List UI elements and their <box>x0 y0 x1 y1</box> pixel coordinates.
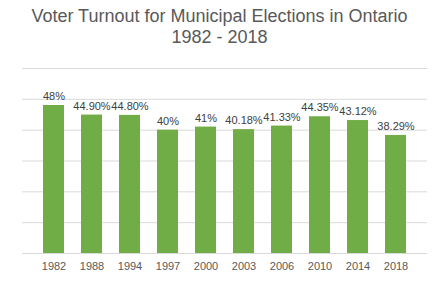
svg-text:44.90%: 44.90% <box>73 100 111 112</box>
html-text:Voter Turnout for Municipal El: Voter Turnout for Municipal Elections in… <box>31 6 408 47</box>
svg-text:41%: 41% <box>195 112 217 124</box>
svg-text:40.18%: 40.18% <box>225 114 263 126</box>
svg-text:44.80%: 44.80% <box>111 100 149 112</box>
svg-text:2010: 2010 <box>308 260 332 272</box>
svg-text:43.12%: 43.12% <box>339 105 377 117</box>
svg-text:2006: 2006 <box>270 260 294 272</box>
svg-text:2000: 2000 <box>194 260 218 272</box>
svg-text:41.33%: 41.33% <box>263 111 301 123</box>
svg-text:1988: 1988 <box>80 260 104 272</box>
svg-text:1997: 1997 <box>156 260 180 272</box>
svg-text:2018: 2018 <box>384 260 408 272</box>
svg-text:48%: 48% <box>43 90 65 102</box>
svg-text:2014: 2014 <box>346 260 370 272</box>
svg-text:44.35%: 44.35% <box>301 101 339 113</box>
svg-text:38.29%: 38.29% <box>377 120 415 132</box>
svg-text:1994: 1994 <box>118 260 142 272</box>
svg-text:1982: 1982 <box>42 260 66 272</box>
svg-text:2003: 2003 <box>232 260 256 272</box>
svg-text:40%: 40% <box>157 115 179 127</box>
